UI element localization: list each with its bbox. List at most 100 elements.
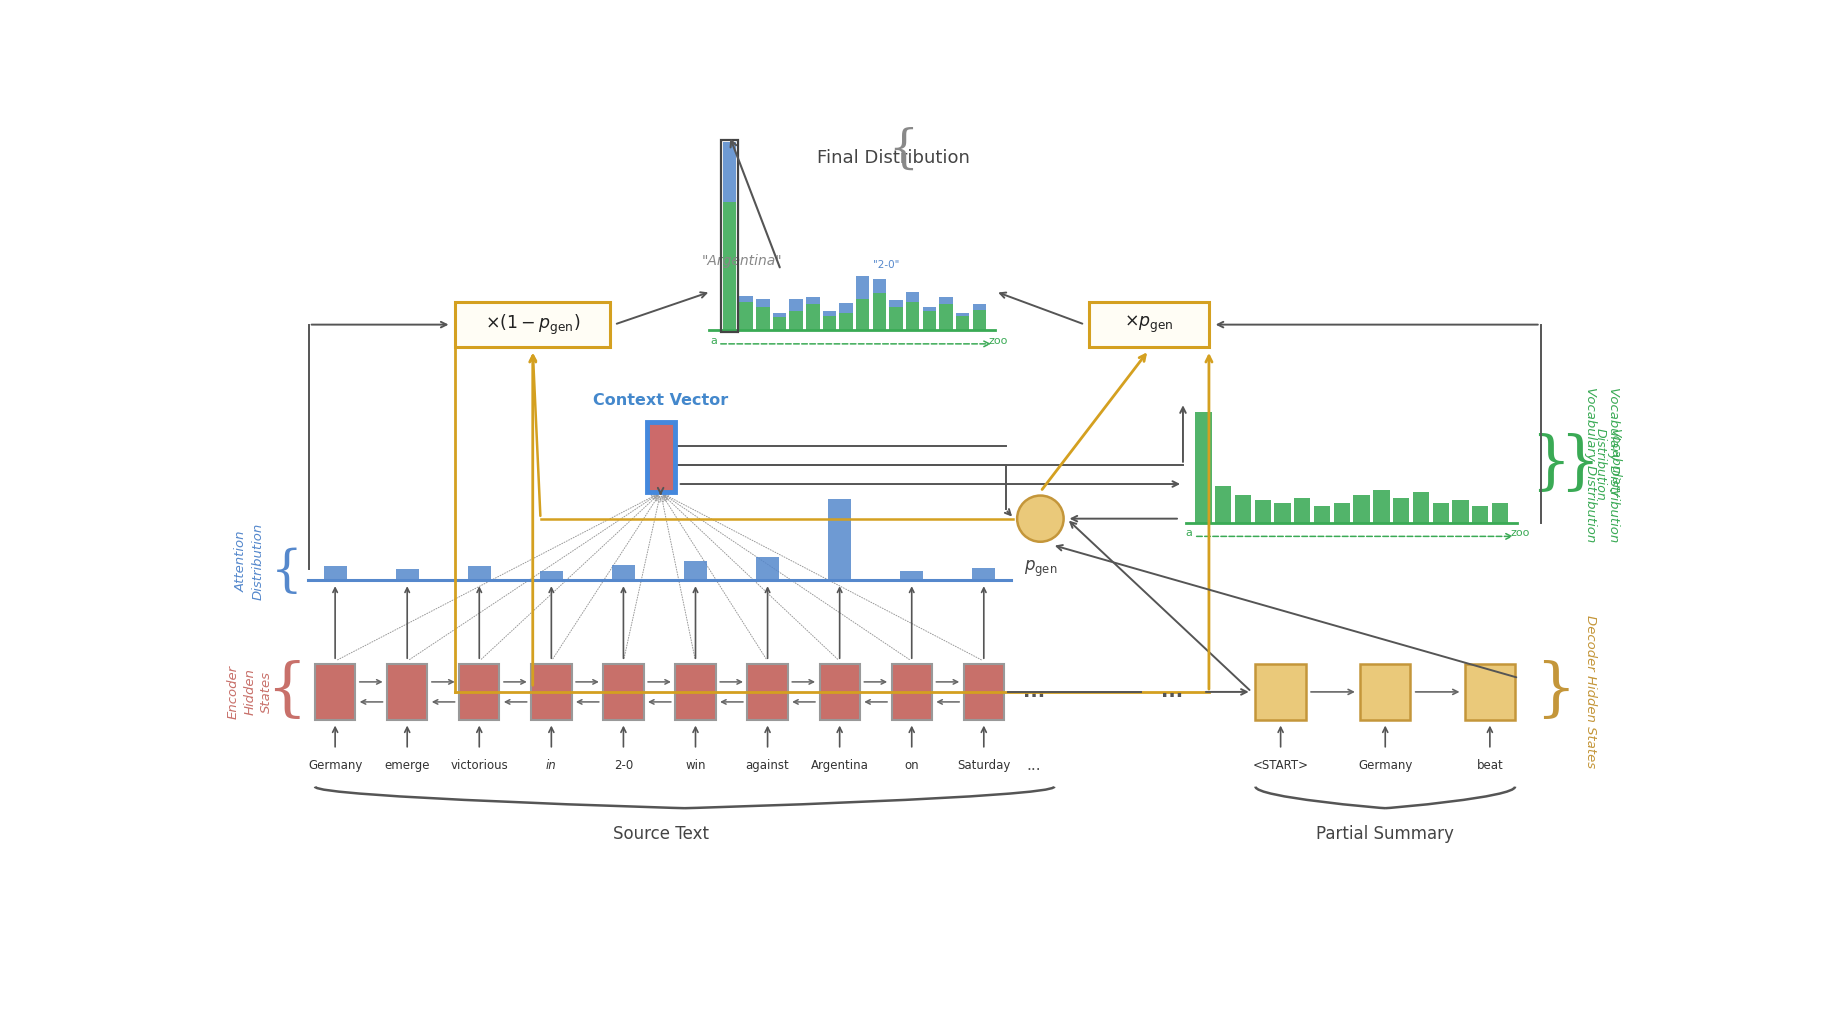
FancyBboxPatch shape — [455, 302, 610, 347]
Bar — [972, 304, 987, 310]
Text: Argentina: Argentina — [811, 759, 869, 771]
Text: Germany: Germany — [1357, 759, 1413, 771]
Bar — [1353, 496, 1370, 522]
Bar — [806, 304, 819, 330]
Bar — [1472, 507, 1488, 522]
Bar — [1215, 485, 1232, 522]
FancyBboxPatch shape — [819, 665, 859, 720]
Bar — [468, 566, 491, 581]
FancyBboxPatch shape — [459, 665, 500, 720]
Text: Attention
Distribution: Attention Distribution — [234, 522, 266, 600]
Text: "2-0": "2-0" — [874, 260, 900, 269]
Bar — [900, 570, 924, 581]
Text: Vocabulary
Distribution: Vocabulary Distribution — [1593, 428, 1621, 501]
Bar — [889, 300, 904, 307]
Bar — [856, 275, 870, 299]
Bar — [1433, 503, 1449, 522]
FancyBboxPatch shape — [892, 665, 931, 720]
Bar — [1274, 503, 1291, 522]
Bar — [955, 315, 970, 330]
Text: Partial Summary: Partial Summary — [1317, 825, 1455, 843]
Bar — [1235, 496, 1252, 522]
Bar — [972, 568, 996, 581]
Bar — [723, 202, 736, 330]
Text: Encoder
Hidden
States: Encoder Hidden States — [227, 665, 273, 719]
Bar — [612, 565, 634, 581]
Bar — [1392, 498, 1409, 522]
Bar — [684, 561, 706, 581]
Bar — [856, 299, 870, 330]
Bar — [323, 566, 347, 581]
Bar — [828, 500, 852, 581]
Text: ...: ... — [1027, 758, 1042, 772]
Text: $\times p_{\mathrm{gen}}$: $\times p_{\mathrm{gen}}$ — [1125, 314, 1173, 335]
Text: ...: ... — [1162, 682, 1184, 701]
Text: }: } — [1536, 662, 1577, 723]
Text: emerge: emerge — [384, 759, 430, 771]
Bar — [756, 299, 769, 307]
Text: 2-0: 2-0 — [614, 759, 632, 771]
Text: $p_{\mathrm{gen}}$: $p_{\mathrm{gen}}$ — [1023, 559, 1057, 579]
FancyBboxPatch shape — [531, 665, 572, 720]
Text: "Argentina": "Argentina" — [703, 254, 782, 267]
FancyBboxPatch shape — [1464, 665, 1516, 720]
Bar — [723, 142, 736, 202]
Text: zoo: zoo — [1510, 528, 1529, 539]
Bar — [1294, 498, 1311, 522]
Bar — [1413, 492, 1429, 522]
Text: Vocabulary Distribution: Vocabulary Distribution — [1584, 387, 1597, 543]
FancyBboxPatch shape — [603, 665, 644, 720]
Bar — [822, 315, 835, 330]
Bar — [1333, 503, 1350, 522]
FancyBboxPatch shape — [1256, 665, 1306, 720]
FancyBboxPatch shape — [1361, 665, 1411, 720]
Bar — [773, 313, 786, 317]
Text: {: { — [271, 548, 302, 597]
Bar — [972, 310, 987, 330]
Text: Vocabulary Distribution: Vocabulary Distribution — [1608, 387, 1621, 543]
Bar — [1492, 503, 1508, 522]
Bar — [789, 299, 802, 311]
Text: beat: beat — [1477, 759, 1503, 771]
Text: }: } — [878, 123, 909, 168]
Text: a: a — [1186, 528, 1193, 539]
Bar — [806, 297, 819, 304]
Bar — [721, 139, 738, 333]
Text: Context Vector: Context Vector — [594, 393, 728, 408]
Bar — [889, 307, 904, 330]
Bar — [756, 307, 769, 330]
Bar — [773, 317, 786, 330]
Text: a: a — [710, 336, 717, 346]
Text: Source Text: Source Text — [612, 825, 708, 843]
Bar — [839, 313, 852, 330]
Text: win: win — [686, 759, 706, 771]
Text: Decoder Hidden States: Decoder Hidden States — [1584, 615, 1597, 768]
Bar — [739, 301, 752, 330]
FancyBboxPatch shape — [675, 665, 715, 720]
Bar — [1254, 501, 1271, 522]
Text: zoo: zoo — [988, 336, 1007, 346]
Text: in: in — [546, 759, 557, 771]
Text: }: } — [1531, 434, 1571, 496]
Bar — [822, 311, 835, 315]
Bar — [939, 304, 953, 330]
Text: <START>: <START> — [1252, 759, 1309, 771]
Text: against: against — [745, 759, 789, 771]
Bar — [922, 311, 937, 330]
Text: }: } — [1558, 434, 1599, 496]
Bar — [955, 313, 970, 315]
Text: Final Distribution: Final Distribution — [817, 150, 970, 167]
Bar — [905, 292, 920, 301]
FancyBboxPatch shape — [1088, 302, 1210, 347]
Bar — [905, 301, 920, 330]
Bar — [739, 296, 752, 301]
Bar — [1195, 412, 1212, 522]
FancyBboxPatch shape — [387, 665, 428, 720]
Bar — [872, 293, 887, 330]
Bar — [1374, 490, 1390, 522]
Bar — [1315, 507, 1330, 522]
Text: $\times(1 - p_{\mathrm{gen}})$: $\times(1 - p_{\mathrm{gen}})$ — [485, 312, 581, 337]
Text: ...: ... — [1023, 682, 1046, 701]
Bar — [922, 307, 937, 311]
Bar — [396, 569, 419, 581]
